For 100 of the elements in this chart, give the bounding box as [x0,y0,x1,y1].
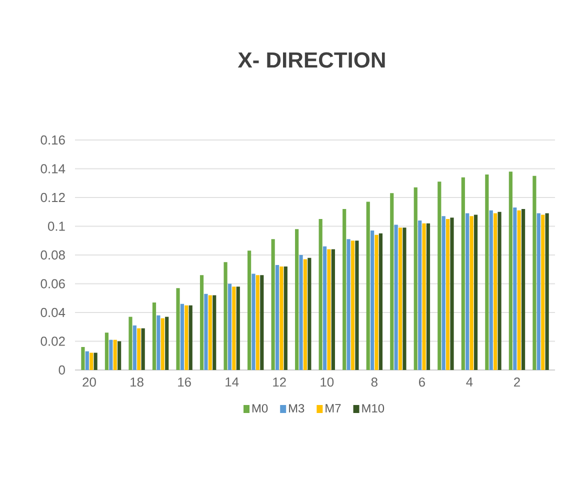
bar [366,202,370,370]
bar [545,213,549,370]
bar [390,193,394,370]
bar [450,218,454,370]
bar [295,229,299,370]
bar [536,213,540,370]
bar [152,302,156,370]
bar [260,275,264,370]
bar [256,275,260,370]
bar [494,213,498,370]
bar [517,210,521,370]
bar [113,340,117,370]
bar [513,208,517,370]
y-tick-label: 0.16 [40,135,65,145]
bar [541,214,545,370]
bar [184,305,188,370]
x-tick-label: 14 [226,378,239,386]
bar [280,266,284,370]
bar [204,294,208,370]
bar [212,295,216,370]
x-tick-label: 6 [418,378,425,387]
y-tick-label: 0.14 [40,164,66,174]
bar [208,295,212,370]
x-tick-label: 4 [466,378,473,386]
bar [521,208,526,370]
bar [342,208,346,370]
bar [498,212,502,370]
bar [236,286,240,370]
bar [374,234,378,370]
bar [180,304,184,370]
bar [327,249,331,370]
x-tick-label: 12 [273,378,286,387]
x-tick-label: 20 [82,378,96,387]
y-tick-label: 0 [58,365,65,375]
x-tick-label: 18 [130,378,144,387]
bar [109,340,113,370]
bar [485,174,489,370]
bar [156,315,160,370]
bar [81,347,85,370]
y-tick-label: 0.12 [40,192,65,202]
bar [271,239,275,370]
bar [350,240,355,370]
legend-label: M10 [362,404,384,413]
bar [331,249,335,370]
legend-label: M3 [289,404,304,413]
legend-label: M0 [252,404,268,413]
y-tick-label: 0.06 [40,279,65,288]
bar [318,219,322,370]
bar [508,172,512,370]
x-tick-label: 8 [371,378,378,387]
bar [132,325,136,370]
bar [104,332,109,370]
bar [284,266,288,370]
bar [422,223,426,370]
chart-title: X- DIRECTION [238,52,385,68]
bar [426,223,430,370]
bar [232,286,236,370]
bar [461,177,465,370]
bar [414,187,418,370]
bar [252,274,256,370]
y-tick-label: 0.02 [40,336,65,346]
bar [94,352,98,370]
y-tick-label: 0.04 [40,308,66,318]
bar [224,262,228,370]
bar [200,275,204,370]
bar [402,228,406,370]
bar [398,228,402,370]
bar [303,259,308,370]
bar [176,288,180,370]
bar [378,233,383,370]
x-tick-label: 16 [178,378,191,387]
bar [346,239,350,370]
bar [470,216,474,370]
bar [188,305,192,370]
bar [474,214,478,370]
bar [141,328,145,370]
legend-label: M7 [326,404,341,412]
y-tick-label: 0.08 [40,250,65,260]
bar [418,220,422,370]
bar [489,210,493,370]
bar [438,182,442,370]
bar [137,328,141,370]
bar [160,318,164,370]
bar [128,316,132,370]
bar [118,341,122,370]
bar [370,230,374,370]
bar [322,246,327,370]
bar [165,316,169,370]
bar [228,284,232,370]
bar [532,176,536,370]
x-tick-label: 2 [514,378,520,387]
bar [90,352,94,370]
bar [275,265,280,370]
bar [299,254,303,370]
bar [85,351,89,370]
bar [308,258,312,370]
bar [247,250,252,370]
y-tick-label: 0.1 [48,222,65,231]
x-tick-label: 10 [320,378,334,387]
bar [466,213,470,370]
